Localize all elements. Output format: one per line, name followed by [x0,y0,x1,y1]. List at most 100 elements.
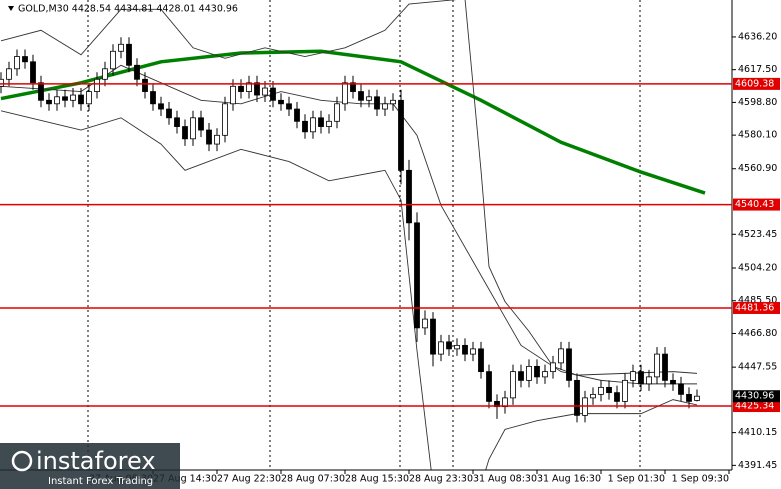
candle-body [150,91,156,105]
candle-body [574,379,580,416]
x-tick-label: 1 Sep 01:30 [608,474,665,485]
candle-body [342,82,348,105]
price-label-box [733,390,780,403]
y-tick-label: 4410.15 [738,427,777,438]
candle-body [70,94,76,101]
candle-body [374,96,380,110]
x-tick-label: 1 Sep 09:30 [672,474,729,485]
candle-body [526,365,532,381]
candle-body [686,393,692,402]
candle-body [318,117,324,127]
candle-body [462,344,468,355]
candle-body [278,99,284,105]
candle-body [0,78,4,87]
candle-body [646,376,652,385]
candle-body [206,129,212,145]
candle-body [22,56,28,63]
candle-body [142,78,148,92]
candle-body [6,68,12,80]
x-tick-label: 31 Aug 16:30 [537,474,601,485]
candle-body [54,96,60,105]
candle-body [590,393,596,399]
candle-body [118,43,124,52]
candle-body [598,386,604,395]
candle-body [262,87,268,96]
candle-body [134,64,140,80]
level-label: 4540.43 [735,199,774,210]
candle-body [62,96,68,101]
candle-body [326,120,332,127]
y-tick-label: 4391.45 [738,460,777,471]
candle-body [286,103,292,110]
candle-body [14,56,20,70]
candle-body [510,371,516,399]
watermark-tagline: Instant Forex Trading [48,476,153,487]
x-tick-label: 27 Aug 14:30 [153,474,217,485]
bollinger-band [0,0,698,376]
level-label-box [733,301,780,314]
y-tick-label: 4523.45 [738,229,777,240]
y-tick-label: 4636.20 [738,31,777,42]
level-label: 4609.38 [735,78,774,89]
candle-body [110,50,116,70]
menu-arrow [8,6,14,11]
candle-body [694,395,700,401]
candle-body [630,371,636,381]
candle-body [38,82,44,101]
x-tick-label: 31 Aug 08:30 [473,474,537,485]
x-tick-label: 28 Aug 07:30 [281,474,345,485]
candle-body [622,379,628,402]
candle-body [78,94,84,105]
candle-body [214,134,220,145]
candle-body [662,353,668,381]
candle-body [614,392,620,402]
candle-body [678,383,684,395]
candle-body [182,126,188,140]
candle-body [398,99,404,171]
y-tick-label: 4485.50 [738,295,777,306]
candle-body [30,61,36,84]
candle-body [158,103,164,110]
x-tick-label: 28 Aug 23:30 [409,474,473,485]
x-tick-label: 27 Aug 22:30 [217,474,281,485]
candle-body [390,99,396,105]
candle-body [542,371,548,378]
candle-body [334,103,340,122]
candle-body [470,348,476,355]
y-tick-label: 4447.55 [738,362,777,373]
candle-body [670,379,676,385]
candle-body [254,82,260,96]
candle-body [358,91,364,101]
level-label: 4425.34 [735,401,774,412]
candle-body [438,341,444,355]
candle-body [606,386,612,394]
candle-body [414,222,420,329]
candle-body [166,108,172,119]
candle-body [238,85,244,92]
candle-body [534,365,540,378]
candle-body [486,371,492,402]
candle-body [246,82,252,92]
candle-body [222,103,228,136]
y-tick-label: 4598.80 [738,97,777,108]
level-label: 4481.36 [735,302,774,313]
candle-body [454,344,460,350]
candle-body [94,78,100,92]
moving-average [0,49,706,195]
bollinger-band [0,110,698,470]
x-tick-label: 28 Aug 15:30 [345,474,409,485]
watermark-brand: instaforex [36,447,156,475]
candle-body [198,117,204,131]
candle-body [270,87,276,101]
level-label-box [733,400,780,413]
candle-body [174,117,180,127]
candle-body [126,43,132,66]
candle-body [310,117,316,133]
candle-body [230,85,236,105]
candle-body [294,108,300,122]
level-label-box [733,77,780,90]
candle-body [406,169,412,224]
candle-body [550,362,556,373]
